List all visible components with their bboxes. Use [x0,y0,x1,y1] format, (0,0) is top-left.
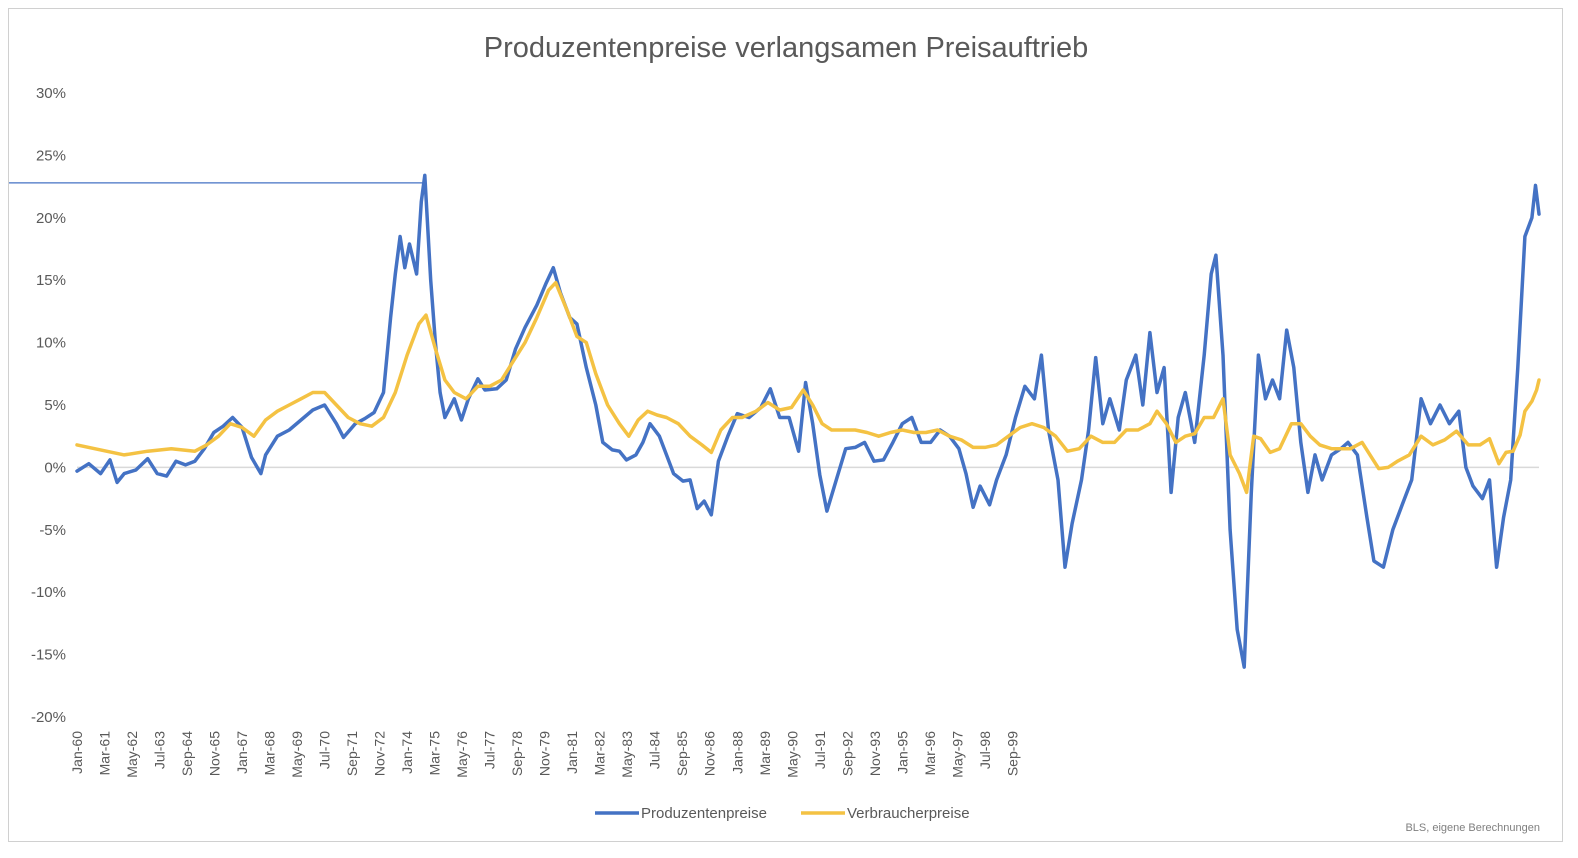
x-tick-label: Mar-61 [97,731,113,776]
x-tick-label: Jul-98 [977,731,993,769]
x-tick-label: Mar-89 [757,731,773,776]
x-tick-label: May-69 [289,731,305,778]
x-tick-label: Nov-72 [372,731,388,776]
series-layer [75,173,1541,669]
x-tick-label: May-76 [454,731,470,778]
y-tick-label: 20% [36,210,66,227]
y-tick-label: 30% [36,85,66,102]
x-axis-ticks: Jan-60 Mar-61 May-62 Jul-63 Sep-64 Nov-65 Jan-… [69,731,1020,778]
x-tick-label: Sep-99 [1004,731,1020,776]
x-tick-label: Jan-74 [399,731,415,774]
x-tick-label: Mar-68 [262,731,278,776]
y-tick-label: -5% [39,522,66,539]
series-line-verbraucherpreise [75,280,1541,495]
y-tick-label: 25% [36,147,66,164]
x-tick-label: Jul-70 [317,731,333,769]
line-chart: Produzentenpreise verlangsamen Preisauft… [9,32,1541,834]
y-tick-label: 5% [44,397,66,414]
x-tick-label: Jul-91 [812,731,828,769]
x-tick-label: Jul-63 [152,731,168,769]
x-tick-label: Sep-64 [179,731,195,776]
x-tick-label: Jan-95 [894,731,910,774]
x-tick-label: Mar-96 [922,731,938,776]
y-tick-label: 10% [36,335,66,352]
x-tick-label: Nov-86 [702,731,718,776]
legend: Produzentenpreise Verbraucherpreise [595,805,970,822]
x-tick-label: Mar-75 [427,731,443,776]
x-tick-label: Jul-84 [647,731,663,769]
chart-frame: Produzentenpreise verlangsamen Preisauft… [8,8,1563,842]
x-tick-label: Jul-77 [482,731,498,769]
x-tick-label: May-62 [124,731,140,778]
x-tick-label: May-83 [619,731,635,778]
x-tick-label: Jan-88 [729,731,745,774]
x-tick-label: Jan-60 [69,731,85,774]
chart-title: Produzentenpreise verlangsamen Preisauft… [484,32,1089,64]
x-tick-label: Sep-85 [674,731,690,776]
x-tick-label: Nov-65 [207,731,223,776]
x-tick-label: Nov-93 [867,731,883,776]
y-tick-label: 15% [36,272,66,289]
y-tick-label: 0% [44,459,66,476]
x-tick-label: Nov-79 [537,731,553,776]
legend-label: Produzentenpreise [641,805,767,822]
x-tick-label: May-97 [949,731,965,778]
y-axis-ticks: 30% 25% 20% 15% 10% 5% 0% -5% -10% -15% -20% [31,85,66,726]
legend-label: Verbraucherpreise [847,805,970,822]
x-tick-label: Sep-71 [344,731,360,776]
x-tick-label: Mar-82 [592,731,608,776]
source-note: BLS, eigene Berechnungen [1405,822,1540,834]
y-tick-label: -20% [31,709,66,726]
x-tick-label: Jan-67 [234,731,250,774]
series-line-produzentenpreise [75,173,1541,669]
x-tick-label: May-90 [784,731,800,778]
x-tick-label: Jan-81 [564,731,580,774]
x-tick-label: Sep-78 [509,731,525,776]
y-tick-label: -10% [31,584,66,601]
x-tick-label: Sep-92 [839,731,855,776]
y-tick-label: -15% [31,647,66,664]
